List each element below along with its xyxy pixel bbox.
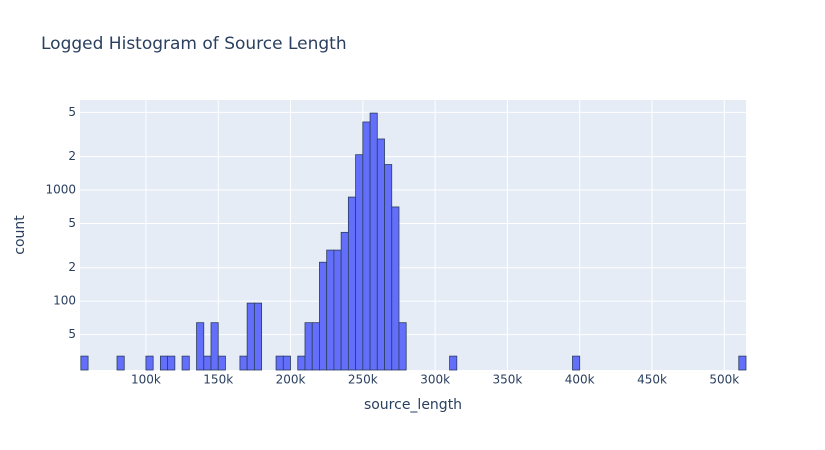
bar [391,206,400,371]
bar [355,154,364,371]
x-tick-label: 450k [637,373,667,387]
bar [181,355,190,371]
chart-title: Logged Histogram of Source Length [41,34,347,54]
x-tick-label: 350k [492,373,522,387]
x-tick-label: 500k [709,373,739,387]
bar [246,302,255,371]
bar [80,355,89,371]
bar [145,355,154,371]
bar [239,355,248,371]
x-tick-label: 100k [131,373,161,387]
y-tick-label: 2 [68,260,76,274]
bar [311,322,320,371]
y-axis-title: count [12,215,28,255]
bar [253,302,263,371]
y-tick-label: 100 [53,294,76,308]
x-tick-label: 300k [420,373,450,387]
plot-background [80,100,746,370]
bar [203,355,212,371]
bar [159,355,169,371]
bar [572,355,581,371]
bar [384,164,393,371]
bar [282,355,291,371]
x-tick-label: 200k [276,373,306,387]
bar [196,322,205,371]
bar [347,196,356,371]
bar [340,231,349,371]
y-tick-label: 1000 [45,183,76,197]
bar [362,121,371,371]
x-tick-label: 150k [203,373,233,387]
x-axis-title: source_length [364,397,462,413]
bar [319,261,328,371]
bar [376,138,385,371]
bar [275,355,284,371]
y-tick-label: 5 [68,327,76,341]
bar [449,355,458,371]
y-tick-label: 5 [68,105,76,119]
y-tick-label: 2 [68,149,76,163]
x-tick-label: 400k [565,373,595,387]
bar [326,249,335,371]
bar [116,355,125,371]
bar [297,355,306,371]
x-tick-label: 250k [348,373,378,387]
bar [210,322,219,371]
bar [738,355,747,371]
y-tick-label: 5 [68,216,76,230]
bar [333,249,342,371]
bar [398,322,407,371]
bar [167,355,176,371]
bar [304,322,313,371]
bar [217,355,226,371]
bar [369,112,378,371]
